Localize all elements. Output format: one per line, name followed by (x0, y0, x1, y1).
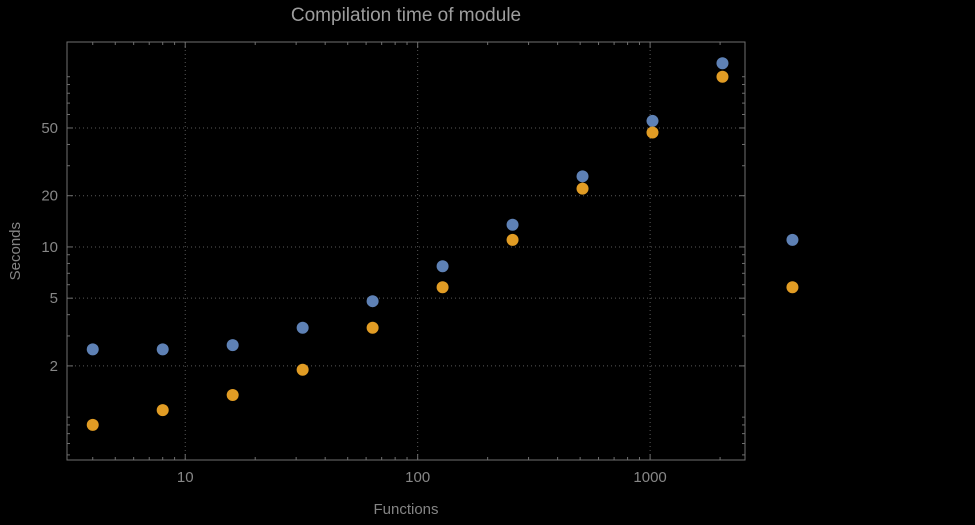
data-point (716, 70, 729, 83)
data-point (576, 182, 589, 195)
data-point (226, 388, 239, 401)
y-tick-label: 2 (50, 358, 58, 375)
data-point (86, 418, 99, 431)
data-point (716, 57, 729, 70)
data-point (156, 343, 169, 356)
x-tick-label: 100 (405, 469, 430, 486)
data-point (296, 321, 309, 334)
y-tick-label: 10 (41, 239, 58, 256)
data-point (786, 281, 799, 294)
plot-frame (66, 41, 746, 461)
series-blue-points (86, 57, 799, 356)
x-tick-label: 10 (177, 469, 194, 486)
data-point (226, 339, 239, 352)
data-point (506, 218, 519, 231)
chart-title: Compilation time of module (290, 5, 522, 26)
data-point (296, 363, 309, 376)
x-tick-label: 1000 (633, 469, 666, 486)
data-point (436, 260, 449, 273)
y-tick-label: 5 (50, 290, 58, 307)
series-orange-points (86, 70, 799, 431)
data-point (786, 233, 799, 246)
data-point (436, 281, 449, 294)
data-point (576, 170, 589, 183)
data-point (366, 295, 379, 308)
data-point (86, 343, 99, 356)
data-point (366, 321, 379, 334)
data-point (506, 233, 519, 246)
data-point (646, 126, 659, 139)
data-point (646, 114, 659, 127)
x-axis-label: Functions (373, 501, 439, 518)
y-tick-label: 20 (41, 188, 58, 205)
y-tick-label: 50 (41, 120, 58, 137)
data-point (156, 404, 169, 417)
